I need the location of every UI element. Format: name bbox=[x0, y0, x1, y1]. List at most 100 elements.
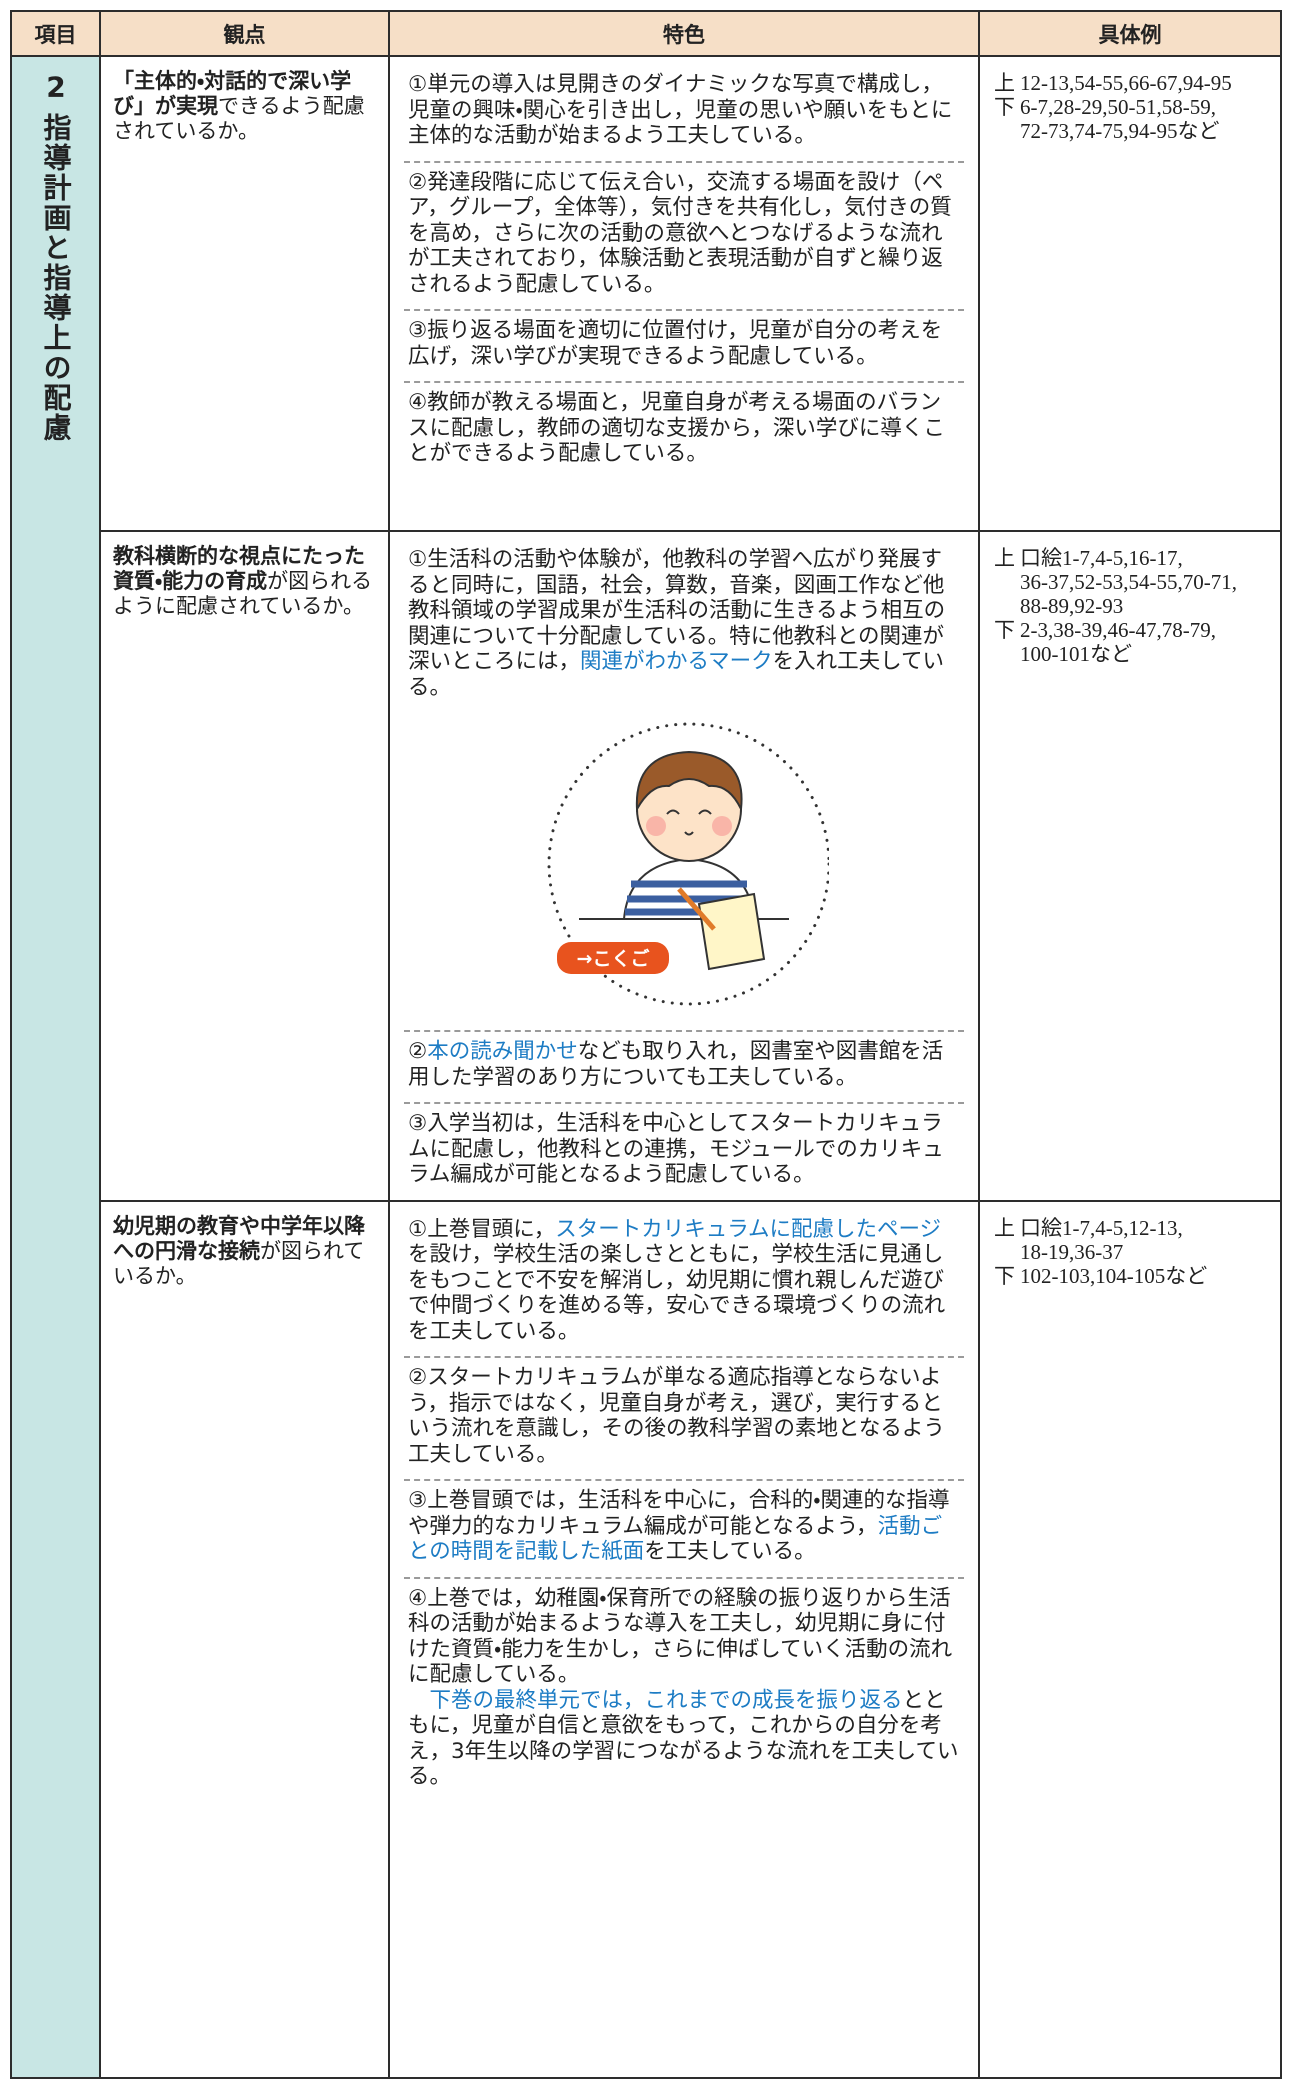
table-row: 教科横断的な視点にたった資質・能力の育成が図られるように配慮されているか。 ①生活… bbox=[11, 530, 1282, 1202]
examples-cell: 上 12-13,54-55,66-67,94-95 下 6-7,28-29,50-51… bbox=[978, 55, 1282, 532]
text-segment: 活動ごとの時間を記載した紙面 bbox=[408, 1513, 943, 1565]
example-line: 上口絵1-7,4-5,16-17, bbox=[994, 546, 1270, 570]
feature-item: ③入学当初は，生活科を中心としてスタートカリキュラムに配慮し，他教科との連携，モ… bbox=[404, 1104, 964, 1200]
header-row: 項目 観点 特色 具体例 bbox=[10, 10, 1282, 57]
text-segment: ②発達段階に応じて伝え合い，交流する場面を設け（ペア，グループ，全体等），気付き… bbox=[408, 169, 952, 297]
examples-cell: 上口絵1-7,4-5,16-17, 36-37,52-53,54-55,70-71… bbox=[978, 530, 1282, 1202]
example-line: 36-37,52-53,54-55,70-71, bbox=[1020, 570, 1270, 594]
viewpoint-cell: 幼児期の教育や中学年以降への円滑な接続が図られているか。 bbox=[99, 1199, 390, 2079]
feature-item: ①上巻冒頭に，スタートカリキュラムに配慮したページを設け，学校生活の楽しさととも… bbox=[404, 1210, 964, 1358]
header-cell: 具体例 bbox=[978, 10, 1282, 57]
section-label: 2 指導計画と指導上の配慮 bbox=[36, 73, 76, 443]
text-segment: 幼児期の教育や中学年以降への円滑な接続 bbox=[113, 1213, 365, 1263]
text-segment: ③振り返る場面を適切に位置付け，児童が自分の考えを広げ，深い学びが実現できるよう… bbox=[408, 318, 943, 369]
features-cell: ①上巻冒頭に，スタートカリキュラムに配慮したページを設け，学校生活の楽しさととも… bbox=[388, 1199, 980, 2079]
text-segment: ①単元の導入は見開きのダイナミックな写真で構成し，児童の興味・関心を引き出し，児… bbox=[408, 72, 953, 148]
text-segment: が図られるように配慮されているか。 bbox=[113, 569, 373, 618]
example-entry: 上口絵1-7,4-5,16-17, 36-37,52-53,54-55,70-71… bbox=[994, 546, 1270, 618]
example-line: 下 102-103,104-105など bbox=[994, 1263, 1270, 1288]
paragraph: ④上巻では，幼稚園・保育所での経験の振り返りから生活科の活動が始まるような導入を… bbox=[408, 1586, 960, 1688]
text-segment: なども取り入れ，図書室や図書館を活用した学習のあり方についても工夫している。 bbox=[408, 1039, 944, 1090]
section-title: 指導計画と指導上の配慮 bbox=[39, 112, 73, 443]
feature-item: ②発達段階に応じて伝え合い，交流する場面を設け（ペア，グループ，全体等），気付き… bbox=[404, 163, 964, 311]
pages: 36-37,52-53,54-55,70-71, bbox=[1020, 570, 1237, 594]
paragraph: ④教師が教える場面と，児童自身が考える場面のバランスに配慮し，教師の適切な支援か… bbox=[408, 390, 960, 467]
text-segment: 「主体的・対話的で深い学び」が実現 bbox=[113, 69, 352, 118]
viewpoint-cell: 「主体的・対話的で深い学び」が実現できるよう配慮されているか。 bbox=[99, 55, 390, 532]
text-segment: 教科横断的な視点にたった資質・能力の育成 bbox=[113, 544, 365, 593]
feature-item: ②本の読み聞かせなども取り入れ，図書室や図書館を活用した学習のあり方についても工… bbox=[404, 1032, 964, 1104]
example-line: 下 6-7,28-29,50-51,58-59, bbox=[994, 95, 1270, 119]
page-body: 項目 観点 特色 具体例 2 指導計画と指導上の配慮 「主体的・対話的で深い学び」… bbox=[10, 10, 1282, 2079]
volume: 下 bbox=[994, 95, 1015, 119]
paragraph: ①生活科の活動や体験が，他教科の学習へ広がり発展すると同時に，国語，社会，算数，… bbox=[408, 547, 960, 700]
feature-item: ①生活科の活動や体験が，他教科の学習へ広がり発展すると同時に，国語，社会，算数，… bbox=[404, 540, 964, 1032]
pages: 102-103,104-105など bbox=[1020, 1263, 1208, 1288]
pages: 6-7,28-29,50-51,58-59, bbox=[1020, 95, 1216, 119]
feature-item: ②スタートカリキュラムが単なる適応指導とならないよう，指示ではなく，児童自身が考… bbox=[404, 1358, 964, 1481]
example-line: 100-101など bbox=[1020, 642, 1270, 666]
example-line: 下 2-3,38-39,46-47,78-79, bbox=[994, 618, 1270, 642]
pages: 72-73,74-75,94-95など bbox=[1020, 119, 1220, 143]
paragraph: ③入学当初は，生活科を中心としてスタートカリキュラムに配慮し，他教科との連携，モ… bbox=[408, 1111, 960, 1188]
table-row: 2 指導計画と指導上の配慮 「主体的・対話的で深い学び」が実現できるよう配慮されて… bbox=[10, 55, 1282, 2079]
features-cell: ①単元の導入は見開きのダイナミックな写真で構成し，児童の興味・関心を引き出し，児… bbox=[388, 55, 980, 532]
pages: 88-89,92-93 bbox=[1020, 594, 1124, 618]
example-line: 上口絵1-7,4-5,12-13, bbox=[994, 1215, 1270, 1240]
text-segment: 本の読み聞かせ bbox=[427, 1039, 578, 1064]
pages: 2-3,38-39,46-47,78-79, bbox=[1020, 618, 1216, 642]
paragraph: ①上巻冒頭に，スタートカリキュラムに配慮したページを設け，学校生活の楽しさととも… bbox=[408, 1217, 960, 1345]
example-line: 72-73,74-75,94-95など bbox=[1020, 119, 1270, 143]
section-number: 2 bbox=[46, 73, 66, 101]
example-entry: 下 2-3,38-39,46-47,78-79, 100-101など bbox=[994, 618, 1270, 666]
text-segment: ③上巻冒頭では，生活科を中心に，合科的・関連的な指導や弾力的なカリキュラム編成が… bbox=[408, 1488, 950, 1539]
section-cell: 2 指導計画と指導上の配慮 bbox=[10, 55, 101, 2079]
paragraph: ②発達段階に応じて伝え合い，交流する場面を設け（ペア，グループ，全体等），気付き… bbox=[408, 170, 960, 298]
example-line: 上 12-13,54-55,66-67,94-95 bbox=[994, 71, 1270, 95]
example-line: 18-19,36-37 bbox=[1020, 1240, 1270, 1264]
text-segment: スタートカリキュラムに配慮したページ bbox=[555, 1216, 942, 1242]
paragraph: ③上巻冒頭では，生活科を中心に，合科的・関連的な指導や弾力的なカリキュラム編成が… bbox=[408, 1488, 960, 1565]
paragraph: ③振り返る場面を適切に位置付け，児童が自分の考えを広げ，深い学びが実現できるよう… bbox=[408, 318, 960, 369]
text-segment: ② bbox=[408, 1039, 428, 1064]
header-cell: 特色 bbox=[388, 10, 980, 57]
text-segment: できるよう配慮されているか。 bbox=[113, 94, 365, 143]
text-segment: ①上巻冒頭に， bbox=[408, 1216, 556, 1242]
volume: 上 bbox=[994, 71, 1015, 95]
example-entry: 上口絵1-7,4-5,12-13, 18-19,36-37 bbox=[994, 1216, 1270, 1264]
volume: 下 bbox=[994, 618, 1015, 642]
paragraph: 下巻の最終単元では，これまでの成長を振り返るとともに，児童が自信と意欲をもって，… bbox=[408, 1688, 960, 1790]
table: 項目 観点 特色 具体例 2 指導計画と指導上の配慮 「主体的・対話的で深い学び」… bbox=[10, 10, 1282, 2079]
illustration: →こくご bbox=[547, 722, 829, 1006]
text-segment: を工夫している。 bbox=[644, 1539, 816, 1564]
volume: 上 bbox=[994, 1215, 1015, 1240]
volume: 上 bbox=[994, 546, 1015, 570]
text-segment: ④上巻では，幼稚園・保育所での経験の振り返りから生活科の活動が始まるような導入を… bbox=[408, 1585, 953, 1688]
paragraph: ②スタートカリキュラムが単なる適応指導とならないよう，指示ではなく，児童自身が考… bbox=[408, 1365, 960, 1467]
header-cell: 観点 bbox=[99, 10, 390, 57]
feature-item: ①単元の導入は見開きのダイナミックな写真で構成し，児童の興味・関心を引き出し，児… bbox=[404, 65, 964, 163]
pages: 12-13,54-55,66-67,94-95 bbox=[1020, 71, 1232, 95]
volume: 下 bbox=[994, 1263, 1015, 1288]
illustration-label: →こくご bbox=[577, 947, 650, 970]
example-line: 88-89,92-93 bbox=[1020, 594, 1270, 618]
pages: 18-19,36-37 bbox=[1020, 1239, 1124, 1264]
text-segment: ④教師が教える場面と，児童自身が考える場面のバランスに配慮し，教師の適切な支援か… bbox=[408, 390, 945, 466]
text-segment: を設け，学校生活の楽しさとともに，学校生活に見通しをもつことで不安を解消し，幼児… bbox=[408, 1242, 946, 1344]
example-entry: 下 102-103,104-105など bbox=[994, 1264, 1270, 1288]
paragraph: ②本の読み聞かせなども取り入れ，図書室や図書館を活用した学習のあり方についても工… bbox=[408, 1039, 960, 1090]
table-body: 2 指導計画と指導上の配慮 「主体的・対話的で深い学び」が実現できるよう配慮されて… bbox=[10, 55, 1282, 2079]
text-segment: が図られているか。 bbox=[113, 1238, 365, 1288]
text-segment: を入れ工夫している。 bbox=[408, 649, 945, 700]
page: Document {"header": {"item": "項目", "view… bbox=[10, 10, 1282, 2079]
features-cell: ①生活科の活動や体験が，他教科の学習へ広がり発展すると同時に，国語，社会，算数，… bbox=[388, 530, 980, 1202]
pages: 100-101など bbox=[1020, 642, 1132, 666]
text-segment: ②スタートカリキュラムが単なる適応指導とならないよう，指示ではなく，児童自身が考… bbox=[408, 1365, 945, 1467]
feature-item: ③振り返る場面を適切に位置付け，児童が自分の考えを広げ，深い学びが実現できるよう… bbox=[404, 311, 964, 383]
feature-item: ④教師が教える場面と，児童自身が考える場面のバランスに配慮し，教師の適切な支援か… bbox=[404, 383, 964, 479]
pages: 口絵1-7,4-5,12-13, bbox=[1020, 1215, 1183, 1240]
example-entry: 上 12-13,54-55,66-67,94-95 bbox=[994, 71, 1270, 95]
text-segment: 関連がわかるマーク bbox=[580, 649, 773, 674]
header-cell: 項目 bbox=[10, 10, 101, 57]
text-segment: ①生活科の活動や体験が，他教科の学習へ広がり発展すると同時に，国語，社会，算数，… bbox=[408, 547, 946, 674]
